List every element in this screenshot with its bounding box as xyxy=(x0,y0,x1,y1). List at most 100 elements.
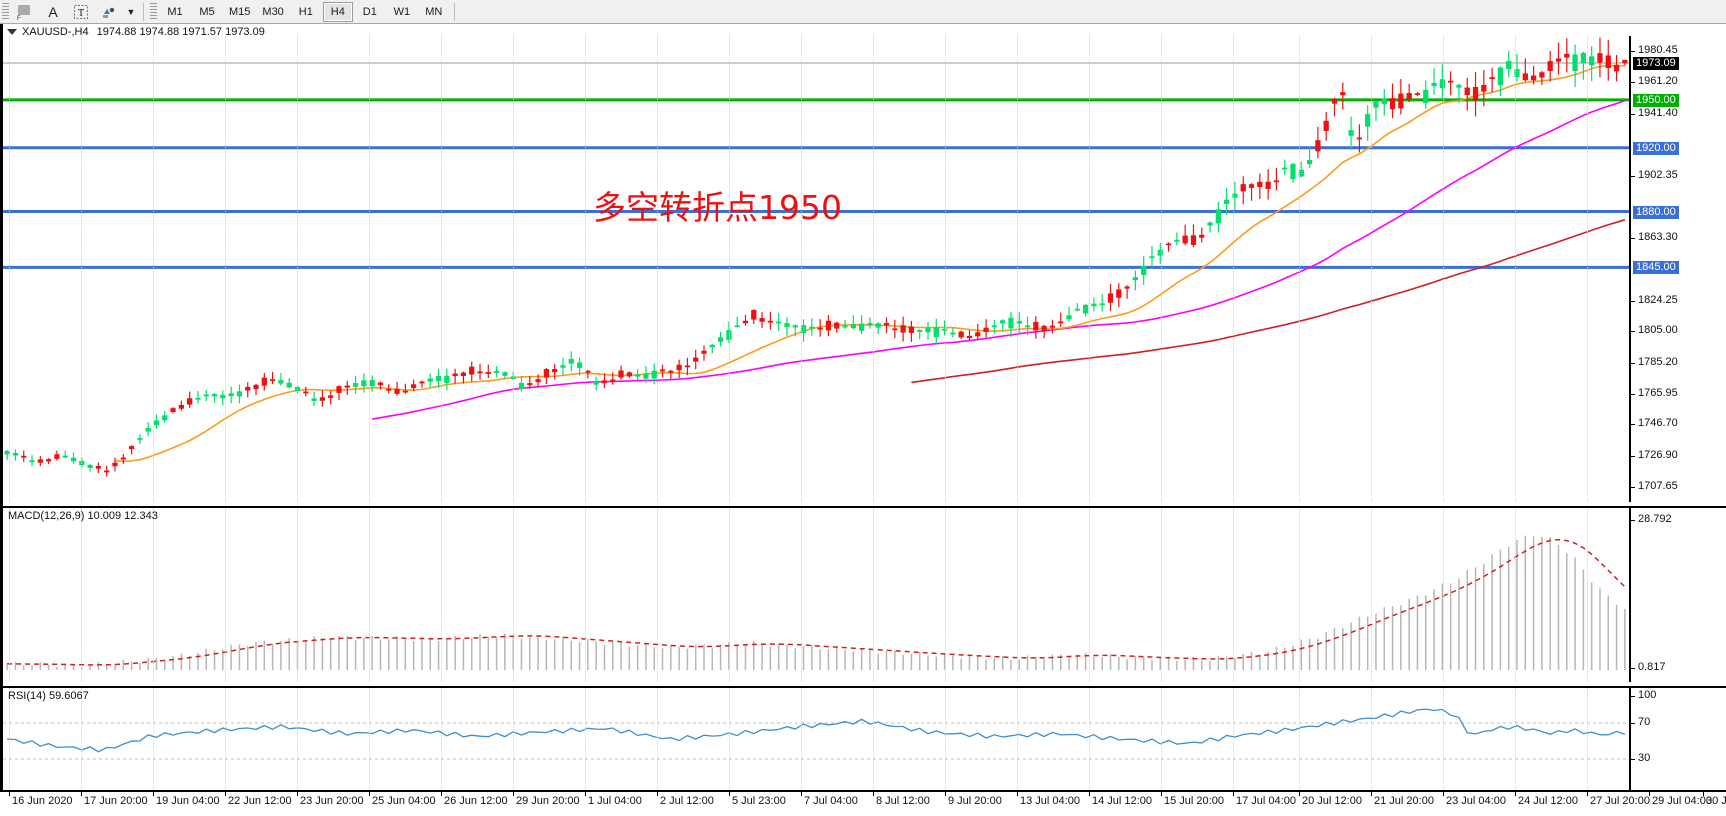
vertical-gridline xyxy=(657,36,658,502)
time-label: 20 Jul 12:00 xyxy=(1302,795,1362,807)
vertical-gridline xyxy=(1161,688,1162,790)
price-scale[interactable]: 1980.45 1961.20 1941.40 1902.35 1863.30 1824.… xyxy=(1629,36,1726,502)
vertical-gridline xyxy=(1443,36,1444,502)
time-tick xyxy=(1299,792,1300,796)
vertical-gridline xyxy=(1161,36,1162,502)
time-tick xyxy=(1161,792,1162,796)
time-label: 14 Jul 12:00 xyxy=(1092,795,1152,807)
vertical-gridline xyxy=(9,36,10,502)
time-label: 2 Jul 12:00 xyxy=(660,795,714,807)
price-pane[interactable]: 1980.45 1961.20 1941.40 1902.35 1863.30 1824.… xyxy=(3,36,1726,502)
vertical-gridline xyxy=(1299,36,1300,502)
macd-plot xyxy=(3,508,1629,682)
timeframe-m1[interactable]: M1 xyxy=(167,5,183,18)
vertical-gridline xyxy=(1371,508,1372,682)
rsi-pane[interactable]: RSI(14) 59.6067 100 70 30 xyxy=(3,686,1726,790)
time-tick xyxy=(9,792,10,796)
time-tick xyxy=(1515,792,1516,796)
rsi-level-100: 100 xyxy=(1631,689,1726,701)
macd-pane[interactable]: MACD(12,26,9) 10.009 12.343 28.792 0.817 xyxy=(3,506,1726,682)
vertical-gridline xyxy=(873,508,874,682)
timeframe-m30[interactable]: M30 xyxy=(262,5,284,18)
toolbar-grip[interactable] xyxy=(2,2,9,21)
rsi-level-30: 30 xyxy=(1631,752,1726,764)
toolbar-divider-2 xyxy=(453,2,455,21)
macd-histogram xyxy=(6,535,1626,670)
time-tick xyxy=(1089,792,1090,796)
time-tick xyxy=(585,792,586,796)
time-label: 30 Jul 12:00 xyxy=(1706,795,1726,807)
chevron-down-icon[interactable]: ▼ xyxy=(126,6,136,17)
vertical-gridline xyxy=(585,688,586,790)
price-tick: 1980.45 xyxy=(1631,44,1726,56)
rsi-plot xyxy=(3,688,1629,790)
rsi-scale: 100 70 30 xyxy=(1629,688,1726,790)
vertical-gridline xyxy=(369,688,370,790)
time-label: 27 Jul 20:00 xyxy=(1590,795,1650,807)
rsi-line xyxy=(3,708,1629,760)
timeframe-group: M1 M5 M15 M30 H1 H4 D1 W1 MN xyxy=(159,1,450,22)
vertical-gridline xyxy=(873,688,874,790)
time-label: 8 Jul 12:00 xyxy=(876,795,930,807)
vertical-gridline xyxy=(9,508,10,682)
vertical-gridline xyxy=(873,36,874,502)
time-label: 26 Jun 12:00 xyxy=(444,795,508,807)
rsi-label: RSI(14) 59.6067 xyxy=(8,690,89,702)
vertical-gridline xyxy=(729,36,730,502)
vertical-gridline xyxy=(513,508,514,682)
toolbar-divider xyxy=(143,2,144,21)
svg-text:F: F xyxy=(17,16,21,20)
price-tick: 1863.30 xyxy=(1631,231,1726,243)
vertical-gridline xyxy=(369,508,370,682)
objects-icon[interactable] xyxy=(96,1,122,23)
price-badge-1920.00: 1920.00 xyxy=(1633,141,1679,155)
time-tick xyxy=(225,792,226,796)
vertical-gridline xyxy=(945,508,946,682)
symbol-dropdown-icon[interactable] xyxy=(7,29,17,35)
vertical-gridline xyxy=(1587,688,1588,790)
time-label: 23 Jul 04:00 xyxy=(1446,795,1506,807)
timeframe-w1[interactable]: W1 xyxy=(393,5,411,18)
vertical-gridline xyxy=(81,36,82,502)
price-plot[interactable] xyxy=(3,36,1629,502)
time-tick xyxy=(441,792,442,796)
macd-bars xyxy=(6,535,1626,670)
vertical-gridline xyxy=(1017,36,1018,502)
vertical-gridline xyxy=(657,508,658,682)
text-box-icon[interactable]: T xyxy=(68,1,94,23)
timeframe-m5[interactable]: M5 xyxy=(199,5,215,18)
price-candles xyxy=(3,37,1629,477)
timeframe-m15[interactable]: M15 xyxy=(229,5,251,18)
vertical-gridline xyxy=(1089,688,1090,790)
vertical-gridline xyxy=(1371,688,1372,790)
vertical-gridline xyxy=(225,688,226,790)
vertical-gridline xyxy=(801,688,802,790)
vertical-gridline xyxy=(1017,508,1018,682)
candle-series xyxy=(4,37,1628,477)
time-tick xyxy=(1703,792,1704,796)
time-tick xyxy=(657,792,658,796)
vertical-gridline xyxy=(585,36,586,502)
timeframe-h4[interactable]: H4 xyxy=(322,1,353,22)
vertical-gridline xyxy=(945,36,946,502)
timeframe-grip[interactable] xyxy=(150,2,157,21)
timeframe-h1[interactable]: H1 xyxy=(298,5,313,18)
timeframe-mn[interactable]: MN xyxy=(425,5,443,18)
vertical-gridline xyxy=(441,508,442,682)
vertical-gridline xyxy=(441,36,442,502)
vertical-gridline xyxy=(153,36,154,502)
crosshair-fib-icon[interactable]: F xyxy=(12,1,38,23)
price-tick: 1805.00 xyxy=(1631,324,1726,336)
timeframe-d1[interactable]: D1 xyxy=(362,5,377,18)
vertical-gridline xyxy=(513,688,514,790)
price-badge-1880.00: 1880.00 xyxy=(1633,205,1679,219)
chart-area[interactable]: XAUUSD-,H4 1974.88 1974.88 1971.57 1973.… xyxy=(0,24,1726,816)
price-tick: 1785.20 xyxy=(1631,356,1726,368)
time-tick xyxy=(729,792,730,796)
time-axis[interactable]: 16 Jun 2020 17 Jun 20:00 19 Jun 04:00 22 Ju… xyxy=(3,790,1726,816)
macd-tick-min: 0.817 xyxy=(1631,661,1726,673)
vertical-gridline xyxy=(81,688,82,790)
time-label: 5 Jul 23:00 xyxy=(732,795,786,807)
text-label-icon[interactable]: A xyxy=(48,3,58,20)
vertical-gridline xyxy=(153,688,154,790)
